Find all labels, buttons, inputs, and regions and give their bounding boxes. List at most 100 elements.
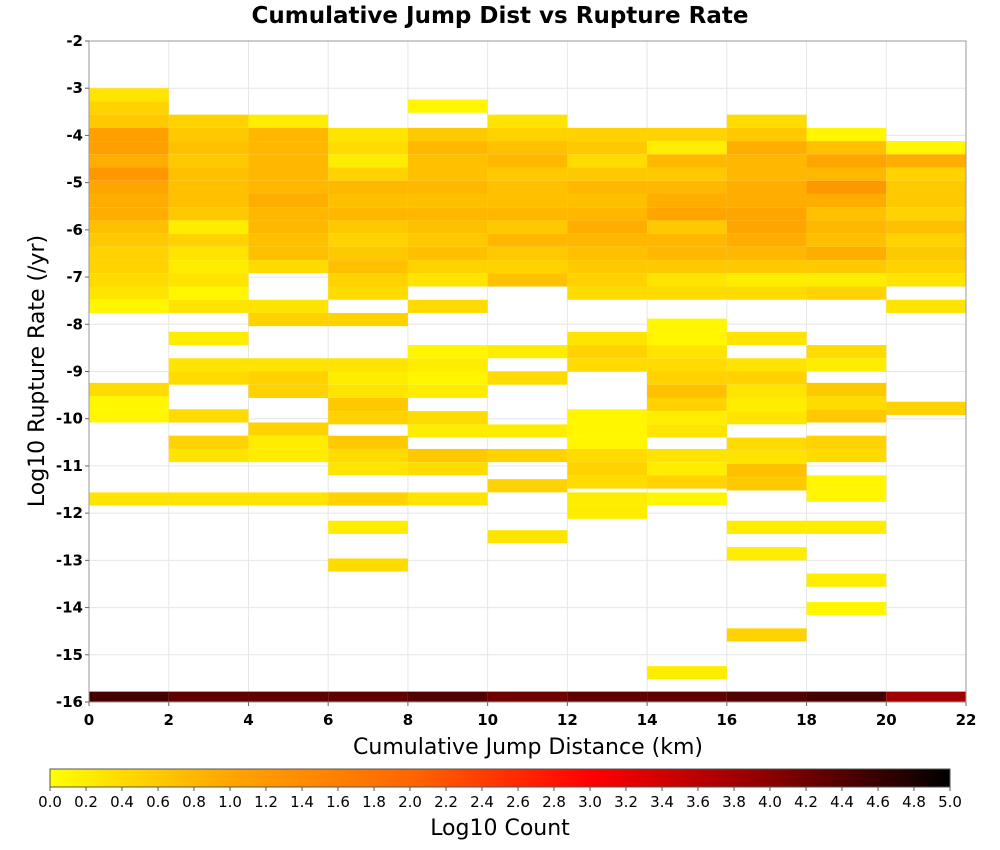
heatmap-cell bbox=[168, 114, 249, 128]
heatmap-cell bbox=[407, 154, 488, 168]
heatmap-cell bbox=[647, 448, 727, 463]
heatmap-cell bbox=[248, 246, 329, 261]
heatmap-cell-bottom bbox=[328, 691, 408, 702]
heatmap-cell bbox=[647, 411, 727, 425]
x-tick-label: 6 bbox=[323, 711, 333, 729]
heatmap-cell bbox=[647, 462, 727, 476]
heatmap-cell bbox=[168, 299, 249, 313]
heatmap-cell bbox=[567, 127, 648, 142]
colorbar-tick-label: 2.4 bbox=[470, 793, 494, 811]
heatmap-cell bbox=[726, 154, 807, 168]
heatmap-cell bbox=[328, 260, 408, 274]
heatmap-cell bbox=[886, 233, 966, 247]
heatmap-cell bbox=[328, 397, 408, 412]
x-axis-label: Cumulative Jump Distance (km) bbox=[353, 735, 703, 760]
x-tick-label: 8 bbox=[403, 711, 413, 729]
y-tick-label: -16 bbox=[56, 693, 83, 711]
heatmap-cell bbox=[89, 101, 169, 115]
heatmap-cell-bottom bbox=[647, 691, 727, 702]
heatmap-cell bbox=[726, 246, 807, 261]
heatmap-cell bbox=[886, 167, 966, 181]
heatmap-cell bbox=[647, 154, 727, 168]
heatmap-cell bbox=[168, 246, 249, 261]
heatmap-cell bbox=[89, 141, 169, 155]
colorbar-tick-label: 0.2 bbox=[74, 793, 98, 811]
heatmap-cell bbox=[407, 260, 488, 274]
y-tick-label: -6 bbox=[66, 221, 83, 239]
heatmap-cell bbox=[328, 220, 408, 234]
x-tick-label: 2 bbox=[164, 711, 174, 729]
heatmap-cell bbox=[89, 286, 169, 300]
heatmap-cell bbox=[487, 167, 568, 181]
heatmap-cell bbox=[328, 558, 408, 572]
y-tick-label: -10 bbox=[56, 410, 83, 428]
heatmap-cell bbox=[886, 246, 966, 261]
heatmap-cell bbox=[89, 193, 169, 208]
heatmap-cell bbox=[89, 409, 169, 423]
heatmap-cell bbox=[328, 141, 408, 155]
heatmap-cell bbox=[487, 193, 568, 208]
heatmap-cell bbox=[407, 424, 488, 438]
heatmap-cell bbox=[726, 127, 807, 142]
heatmap-cell bbox=[806, 448, 887, 463]
heatmap-cell bbox=[806, 358, 887, 372]
heatmap-cell bbox=[567, 409, 648, 423]
heatmap-cell bbox=[647, 384, 727, 398]
y-tick-label: -13 bbox=[56, 551, 83, 569]
heatmap-cell bbox=[726, 371, 807, 385]
heatmap-cell bbox=[487, 207, 568, 221]
heatmap-cell bbox=[328, 180, 408, 194]
heatmap-cell bbox=[248, 154, 329, 168]
heatmap-cell bbox=[806, 409, 887, 423]
heatmap-cell bbox=[806, 246, 887, 261]
heatmap-cell bbox=[647, 207, 727, 221]
heatmap-cell bbox=[248, 193, 329, 208]
heatmap-cell bbox=[89, 114, 169, 128]
heatmap-cell bbox=[328, 273, 408, 287]
heatmap-cell bbox=[248, 114, 329, 128]
heatmap-cell bbox=[806, 382, 887, 397]
heatmap-cell bbox=[806, 260, 887, 274]
x-tick-label: 18 bbox=[796, 711, 817, 729]
heatmap-cell bbox=[248, 422, 329, 436]
colorbar-tick-label: 4.4 bbox=[830, 793, 854, 811]
colorbar-tick-label: 1.0 bbox=[218, 793, 242, 811]
heatmap-cell bbox=[168, 371, 249, 385]
heatmap-cell bbox=[328, 154, 408, 168]
heatmap-cell bbox=[567, 286, 648, 300]
heatmap-cell bbox=[726, 464, 807, 478]
heatmap-cell bbox=[647, 475, 727, 489]
y-tick-label: -11 bbox=[56, 457, 83, 475]
heatmap-cell bbox=[487, 479, 568, 493]
heatmap-cell bbox=[567, 345, 648, 359]
heatmap-cell bbox=[407, 384, 488, 398]
heatmap-cell bbox=[806, 141, 887, 155]
heatmap-cell bbox=[168, 409, 249, 423]
heatmap-cell bbox=[248, 180, 329, 194]
y-tick-label: -5 bbox=[66, 174, 83, 192]
heatmap-cell bbox=[328, 127, 408, 142]
heatmap-cell bbox=[328, 233, 408, 247]
heatmap-cell bbox=[328, 193, 408, 208]
heatmap-cell bbox=[487, 260, 568, 274]
heatmap-cell bbox=[89, 273, 169, 287]
x-tick-label: 10 bbox=[477, 711, 498, 729]
heatmap-cell bbox=[567, 141, 648, 155]
heatmap-cell bbox=[487, 371, 568, 385]
heatmap-cell bbox=[647, 193, 727, 208]
colorbar-tick-label: 4.2 bbox=[794, 793, 818, 811]
colorbar-tick-label: 1.8 bbox=[362, 793, 386, 811]
heatmap-cell bbox=[328, 411, 408, 425]
heatmap-cell bbox=[567, 475, 648, 489]
heatmap-cell bbox=[407, 167, 488, 181]
heatmap-cell-bottom bbox=[886, 691, 966, 702]
heatmap-cell bbox=[647, 397, 727, 412]
heatmap-cell-bottom bbox=[248, 691, 329, 702]
heatmap-cell bbox=[806, 233, 887, 247]
heatmap-cell bbox=[328, 520, 408, 534]
heatmap-cell bbox=[567, 273, 648, 287]
heatmap-cell bbox=[567, 233, 648, 247]
heatmap-cell bbox=[328, 312, 408, 327]
heatmap-cell bbox=[806, 273, 887, 287]
